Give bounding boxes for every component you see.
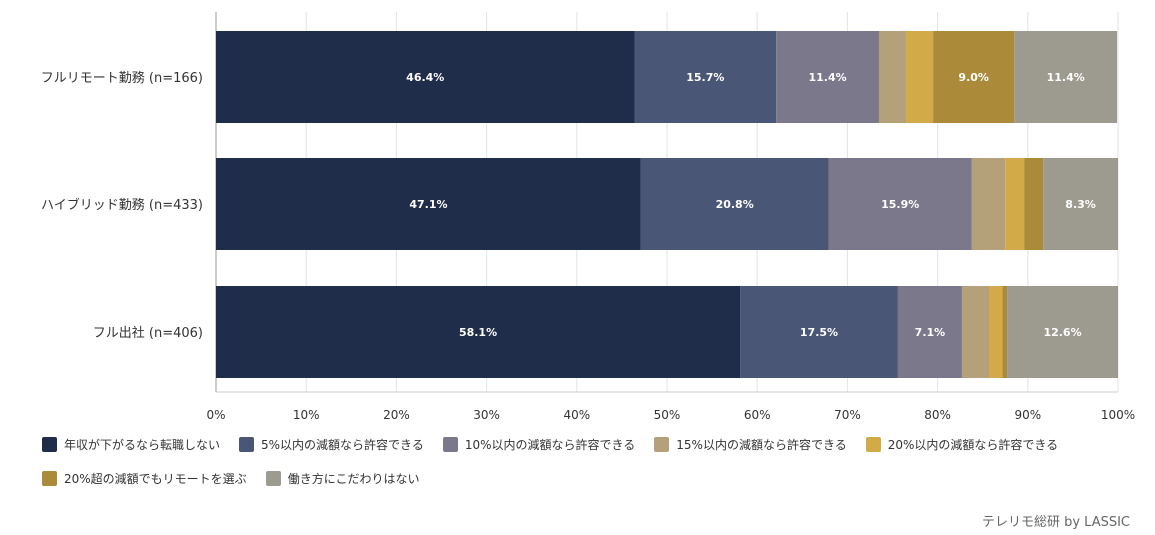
x-tick-label: 30%: [473, 408, 500, 422]
bar-segment: [640, 158, 829, 250]
credit-text: テレリモ総研 by LASSIC: [981, 515, 1130, 530]
bar-segment: [989, 286, 1003, 378]
legend-swatch: [265, 471, 281, 486]
bar-segment: [1024, 158, 1044, 250]
legend-swatch: [865, 437, 881, 452]
data-label: 9.0%: [958, 71, 989, 84]
legend-label: 10%以内の減額なら許容できる: [464, 438, 636, 452]
value-labels: 46.4% 15.7% 11.4% 9.0% 11.4% 47.1% 20.8% 15.9% 8…: [406, 71, 1096, 339]
legend-item: 20%超の減額でもリモートを選ぶ: [42, 470, 247, 487]
x-tick-label: 50%: [654, 408, 681, 422]
legend-label: 20%超の減額でもリモートを選ぶ: [64, 472, 247, 486]
legend-swatch: [654, 437, 670, 452]
data-label: 58.1%: [459, 326, 497, 339]
data-label: 15.7%: [686, 71, 724, 84]
bar-segment: [971, 158, 1006, 250]
x-tick-label: 40%: [563, 408, 590, 422]
bar-segment: [740, 286, 898, 378]
bar-segment: [216, 286, 741, 378]
x-axis-ticks: 0% 10% 20% 30% 40% 50% 60% 70% 80% 90% 100%: [206, 408, 1135, 422]
bar-segment: [906, 31, 934, 123]
legend-swatch: [442, 437, 458, 452]
bar-segment: [1002, 286, 1008, 378]
legend-item: 働き方にこだわりはない: [265, 470, 420, 487]
x-tick-label: 10%: [293, 408, 320, 422]
x-tick-label: 20%: [383, 408, 410, 422]
legend-label: 5%以内の減額なら許容できる: [261, 438, 424, 452]
x-tick-label: 0%: [206, 408, 225, 422]
bar-segment: [878, 31, 907, 123]
x-tick-label: 80%: [924, 408, 951, 422]
bar-segment: [897, 286, 962, 378]
data-label: 8.3%: [1065, 198, 1096, 211]
category-label: フル出社 (n=406): [93, 325, 203, 341]
legend-label: 年収が下がるなら転職しない: [64, 438, 221, 452]
bar-segment: [828, 158, 972, 250]
data-label: 46.4%: [406, 71, 444, 84]
x-tick-label: 90%: [1014, 408, 1041, 422]
legend-item: 20%以内の減額なら許容できる: [865, 436, 1059, 453]
data-label: 11.4%: [808, 71, 846, 84]
data-label: 15.9%: [881, 198, 919, 211]
legend-item: 15%以内の減額なら許容できる: [654, 436, 847, 453]
legend: 年収が下がるなら転職しない 5%以内の減額なら許容できる 10%以内の減額なら許容で…: [42, 436, 1102, 487]
bar-segment: [961, 286, 990, 378]
x-tick-label: 60%: [744, 408, 771, 422]
bar-segment: [776, 31, 879, 123]
legend-label: 働き方にこだわりはない: [287, 472, 420, 486]
data-label: 20.8%: [716, 198, 754, 211]
data-label: 7.1%: [915, 326, 946, 339]
category-label: フルリモート勤務 (n=166): [41, 71, 203, 86]
category-label: ハイブリッド勤務 (n=433): [41, 197, 203, 213]
legend-item: 5%以内の減額なら許容できる: [239, 436, 424, 453]
legend-swatch: [42, 471, 57, 486]
bar-segment: [216, 158, 641, 250]
bar-segment: [1007, 286, 1118, 378]
legend-item: 年収が下がるなら転職しない: [42, 436, 220, 453]
bar-segment: [1043, 158, 1118, 250]
legend-swatch: [42, 437, 57, 452]
bar-segment: [1014, 31, 1118, 123]
data-label: 11.4%: [1047, 71, 1085, 84]
data-label: 17.5%: [800, 326, 838, 339]
legend-item: 10%以内の減額なら許容できる: [442, 436, 636, 453]
bar-segment: [216, 31, 635, 123]
bars: [216, 31, 1118, 378]
legend-label: 15%以内の減額なら許容できる: [676, 438, 847, 452]
category-labels: フルリモート勤務 (n=166) ハイブリッド勤務 (n=433) フル出社 (n=…: [41, 71, 203, 341]
bar-segment: [933, 31, 1015, 123]
bar-segment: [1005, 158, 1025, 250]
legend-label: 20%以内の減額なら許容できる: [887, 438, 1059, 452]
data-label: 47.1%: [409, 198, 447, 211]
legend-swatch: [239, 437, 255, 452]
x-tick-label: 100%: [1101, 408, 1135, 422]
x-tick-label: 70%: [834, 408, 861, 422]
bar-segment: [634, 31, 777, 123]
data-label: 12.6%: [1043, 326, 1081, 339]
